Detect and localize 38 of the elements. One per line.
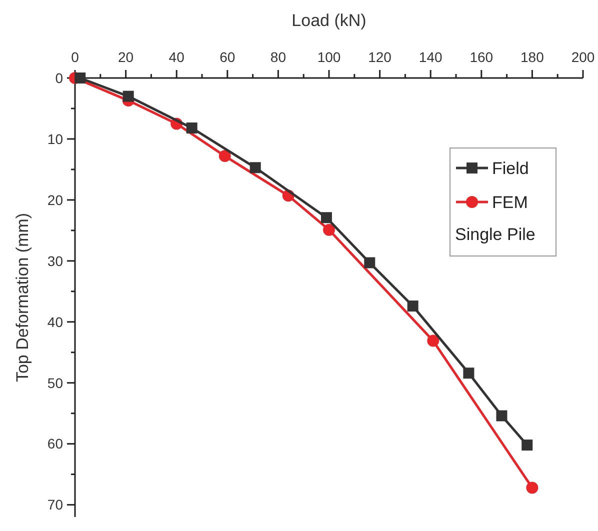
point xyxy=(320,212,332,224)
x-tick-label: 0 xyxy=(71,49,80,65)
point xyxy=(323,224,335,236)
x-tick-label: 60 xyxy=(220,49,236,65)
x-tick-label: 140 xyxy=(418,49,442,65)
point xyxy=(122,90,134,102)
y-axis-title: Top Deformation (mm) xyxy=(13,212,32,382)
point xyxy=(186,122,198,134)
y-tick-label: 0 xyxy=(55,70,64,86)
point xyxy=(407,300,418,312)
legend-label: Field xyxy=(492,158,529,178)
point xyxy=(496,410,508,422)
x-tick-label: 120 xyxy=(368,49,392,65)
annotation: Single Pile xyxy=(455,224,536,244)
x-tick-label: 160 xyxy=(470,49,494,65)
x-tick-label: 80 xyxy=(270,49,286,65)
point xyxy=(74,72,86,84)
point xyxy=(526,482,538,494)
legend-label: FEM xyxy=(492,192,528,212)
point xyxy=(522,440,533,451)
y-tick-label: 20 xyxy=(47,192,64,208)
y-tick-label: 60 xyxy=(47,436,64,452)
y-tick-label: 30 xyxy=(47,252,64,269)
y-tick-label: 50 xyxy=(47,374,64,391)
x-tick-label: 20 xyxy=(118,49,134,65)
x-axis-title: Load (kN) xyxy=(292,11,366,30)
x-tick-label: 200 xyxy=(571,49,595,65)
x-tick-label: 100 xyxy=(317,49,341,65)
x-tick-label: 180 xyxy=(520,49,544,65)
y-tick-label: 40 xyxy=(47,314,64,330)
point xyxy=(218,150,231,162)
y-tick-label: 10 xyxy=(47,130,64,147)
point xyxy=(250,162,261,174)
y-tick-label: 70 xyxy=(47,496,64,513)
point xyxy=(427,334,440,347)
x-tick-label: 40 xyxy=(168,49,185,65)
point xyxy=(463,368,474,379)
point xyxy=(364,257,376,268)
